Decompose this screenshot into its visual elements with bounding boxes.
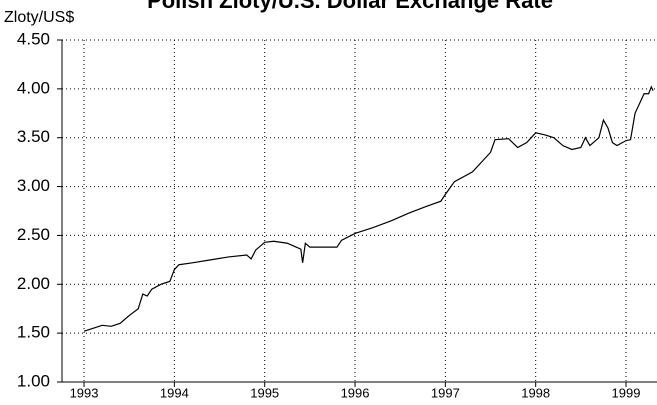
x-tick-label: 1994 bbox=[160, 385, 189, 400]
x-tick-label: 1995 bbox=[250, 385, 279, 400]
x-tick-label: 1996 bbox=[341, 385, 370, 400]
x-tick-label: 1993 bbox=[70, 385, 99, 400]
y-tick-label: 1.50 bbox=[17, 323, 50, 342]
y-tick-label: 2.50 bbox=[17, 225, 50, 244]
y-tick-label: 4.00 bbox=[17, 78, 50, 97]
y-tick-label: 2.00 bbox=[17, 274, 50, 293]
y-tick-label: 4.50 bbox=[17, 29, 50, 48]
x-tick-label: 1997 bbox=[431, 385, 460, 400]
x-tick-label: 1999 bbox=[612, 385, 641, 400]
y-tick-label: 3.00 bbox=[17, 176, 50, 195]
y-axis-label: Zloty/US$ bbox=[4, 9, 74, 26]
x-tick-label: 1998 bbox=[521, 385, 550, 400]
line bbox=[83, 85, 654, 332]
y-tick-label: 3.50 bbox=[17, 127, 50, 146]
y-tick-label: 1.00 bbox=[17, 371, 50, 390]
chart-title: Polish Zloty/U.S. Dollar Exchange Rate bbox=[147, 0, 553, 13]
